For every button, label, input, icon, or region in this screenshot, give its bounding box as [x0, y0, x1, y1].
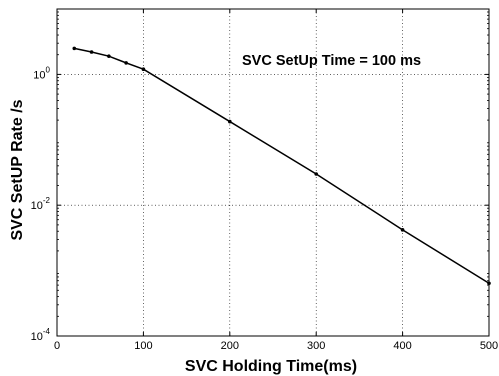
data-point	[141, 67, 146, 72]
x-axis-title: SVC Holding Time(ms)	[185, 358, 357, 375]
data-series	[72, 46, 491, 286]
y-tick-labels: 10-4 10-2 100	[31, 65, 51, 343]
data-point	[72, 46, 77, 51]
x-tick-label: 300	[307, 340, 325, 352]
data-point	[89, 50, 94, 54]
y-axis-title: SVC SetUP Rate /s	[9, 99, 26, 240]
x-tick-label: 500	[480, 340, 498, 352]
data-point	[228, 119, 232, 124]
x-tick-label: 0	[54, 340, 60, 352]
x-tick-label: 400	[393, 340, 411, 352]
plot-frame	[56, 8, 490, 337]
chart-annotation: SVC SetUp Time = 100 ms	[242, 53, 421, 69]
y-tick-label: 10-2	[31, 196, 51, 212]
series-line	[74, 47, 490, 284]
y-tick-label: 100	[33, 65, 50, 81]
data-point	[124, 61, 128, 65]
x-tick-label: 200	[221, 340, 239, 352]
y-tick-label: 10-4	[31, 327, 51, 343]
data-point	[400, 228, 405, 232]
x-tick-labels: 0 100 200 300 400 500	[54, 340, 498, 352]
x-tick-label: 100	[134, 340, 152, 352]
data-point	[107, 54, 111, 58]
data-point	[314, 172, 319, 176]
